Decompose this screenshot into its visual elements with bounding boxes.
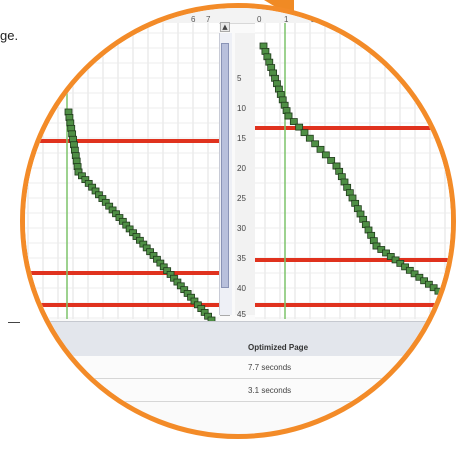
request-bar bbox=[424, 280, 433, 288]
request-bar bbox=[207, 316, 216, 321]
request-bar bbox=[382, 249, 390, 257]
request-bar bbox=[434, 287, 443, 295]
page-text-fragment: ge. bbox=[0, 28, 19, 43]
red-marker-line bbox=[255, 126, 451, 130]
request-bar bbox=[305, 134, 314, 142]
row-label: 45 bbox=[237, 310, 246, 319]
request-bar bbox=[321, 151, 330, 159]
request-bar bbox=[396, 259, 405, 267]
optimized-time-cell: 7.7 seconds bbox=[248, 363, 292, 372]
row-label: 40 bbox=[237, 284, 246, 293]
request-bar bbox=[284, 112, 293, 120]
request-bar bbox=[454, 302, 456, 308]
dialog-button[interactable] bbox=[311, 431, 363, 434]
request-bar bbox=[391, 256, 400, 264]
request-bar bbox=[372, 242, 381, 250]
request-bar bbox=[300, 129, 309, 137]
results-table-header bbox=[25, 321, 451, 356]
right-col-label: 0 bbox=[257, 15, 262, 24]
request-bar bbox=[311, 140, 320, 148]
scroll-up-button[interactable]: ▲ bbox=[220, 22, 230, 32]
table-header-cell: Imp bbox=[413, 343, 428, 352]
table-header-cell: age bbox=[47, 343, 61, 352]
row-label: 15 bbox=[237, 134, 246, 143]
request-bar bbox=[410, 270, 419, 278]
left-col-label: 6 bbox=[191, 15, 196, 24]
request-bar bbox=[327, 157, 336, 164]
request-bar bbox=[377, 246, 386, 253]
request-bar bbox=[316, 145, 325, 153]
request-bar bbox=[420, 277, 429, 285]
row-label: 35 bbox=[237, 254, 246, 263]
request-bar bbox=[401, 263, 409, 271]
table-row bbox=[25, 356, 451, 379]
request-bar bbox=[415, 273, 424, 281]
row-label: 30 bbox=[237, 224, 246, 233]
request-bar bbox=[405, 266, 414, 274]
table-header-cell: Optimized Page bbox=[248, 343, 309, 352]
page-divider bbox=[8, 322, 20, 323]
row-label: 20 bbox=[237, 164, 246, 173]
lens-content: 6 7 ▲ ▼ 0 1 2 5 10 15 20 25 30 35 40 45 … bbox=[25, 8, 456, 434]
red-marker-line bbox=[255, 258, 451, 262]
row-label: 5 bbox=[237, 74, 242, 83]
red-marker-line bbox=[255, 303, 451, 307]
request-bar bbox=[429, 284, 438, 292]
optimized-time-cell: 3.1 seconds bbox=[248, 386, 292, 395]
red-marker-line bbox=[25, 303, 219, 307]
request-bar bbox=[444, 294, 451, 302]
right-col-label: 1 bbox=[284, 15, 289, 24]
request-bar bbox=[295, 123, 304, 131]
right-chart-area bbox=[255, 23, 451, 319]
request-bar bbox=[448, 298, 451, 306]
table-row bbox=[25, 379, 451, 402]
magnifier-lens: 6 7 ▲ ▼ 0 1 2 5 10 15 20 25 30 35 40 45 … bbox=[20, 3, 456, 439]
red-marker-line bbox=[25, 139, 219, 143]
column-header-strip bbox=[25, 8, 451, 24]
waterfall-charts bbox=[25, 23, 456, 321]
left-chart-area bbox=[25, 23, 219, 319]
request-bar bbox=[439, 291, 448, 299]
row-label: 25 bbox=[237, 194, 246, 203]
left-col-label: 7 bbox=[206, 15, 211, 24]
request-bar bbox=[386, 253, 395, 260]
right-col-label: 2 bbox=[311, 15, 316, 24]
red-marker-line bbox=[25, 271, 219, 275]
request-bar bbox=[289, 118, 298, 125]
vertical-scrollbar-thumb[interactable] bbox=[221, 43, 229, 288]
row-label: 10 bbox=[237, 104, 246, 113]
